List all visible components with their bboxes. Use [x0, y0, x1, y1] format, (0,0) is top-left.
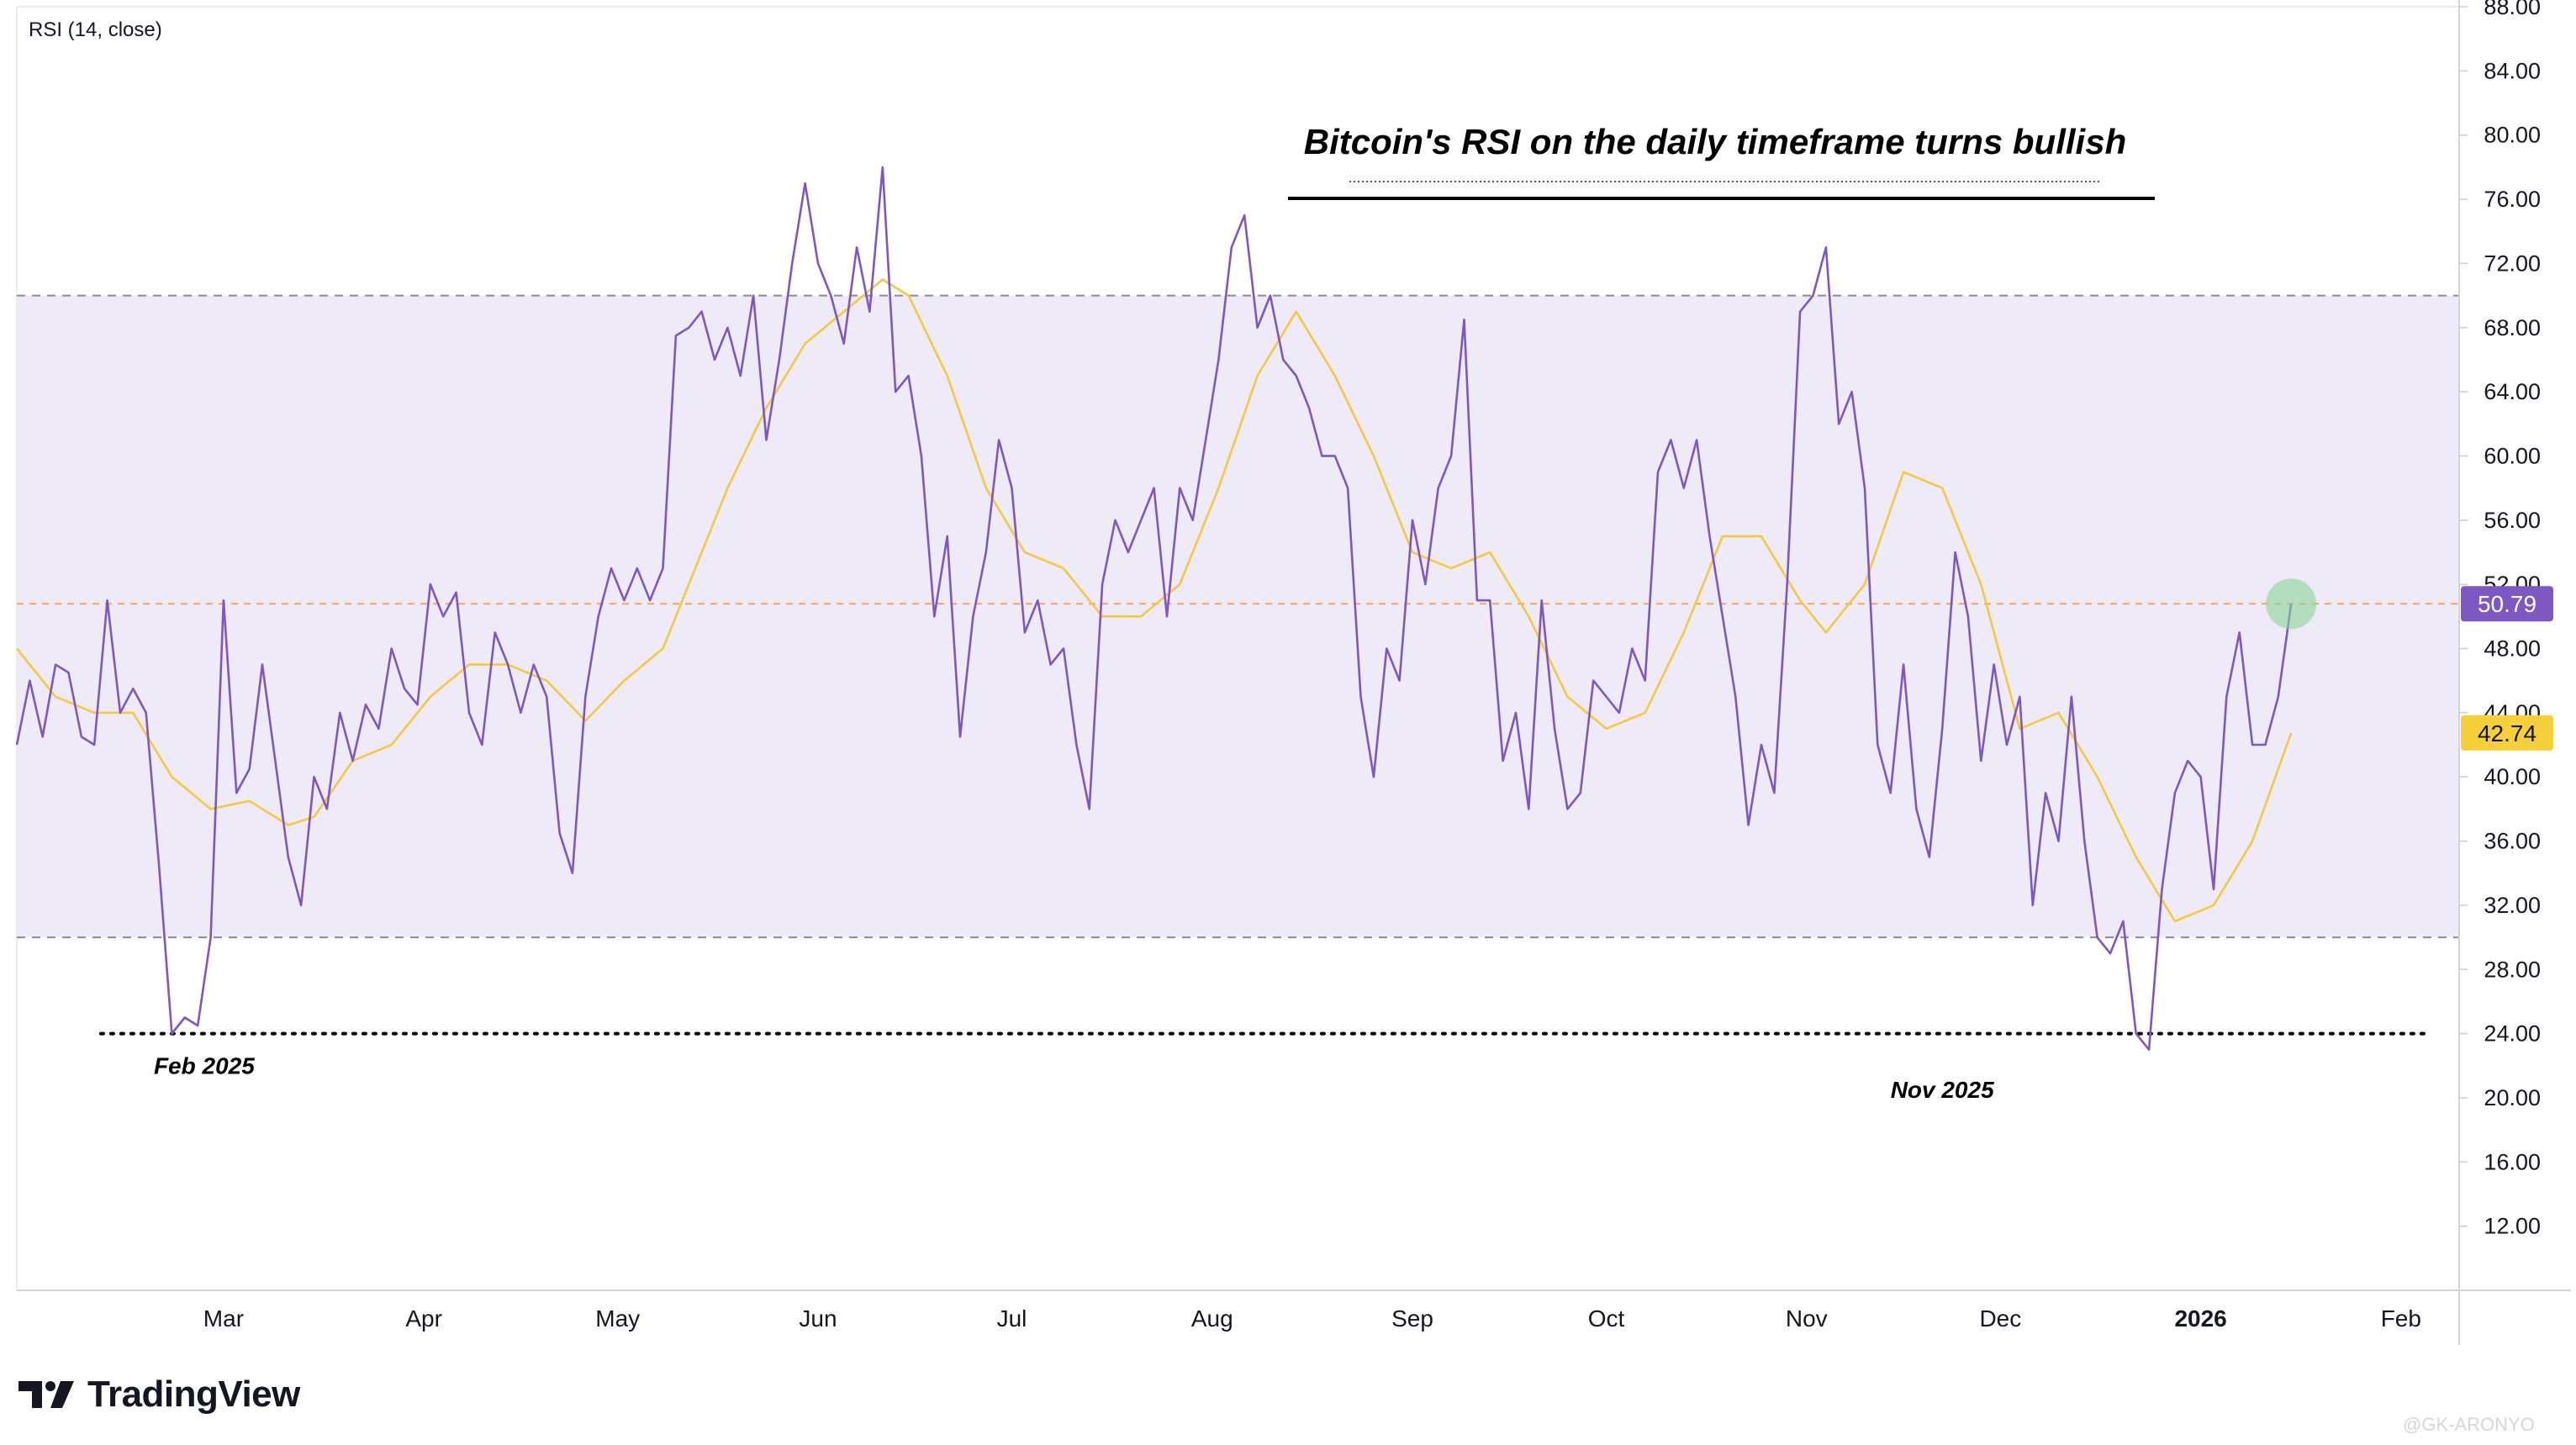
- brand-name: TradingView: [87, 1374, 300, 1415]
- x-tick-label: Sep: [1391, 1305, 1433, 1332]
- y-tick-label: 32.00: [2484, 893, 2541, 918]
- x-axis-ticks: Mar Apr May Jun Jul Aug Sep Oct Nov Dec 2026 Feb: [203, 1305, 2421, 1332]
- x-tick-label: Aug: [1191, 1305, 1233, 1332]
- value-badge: [2461, 715, 2553, 751]
- watermark: @GK-ARONYO: [2403, 1414, 2535, 1435]
- y-tick-label: 76.00: [2484, 187, 2541, 212]
- value-badge: [2461, 586, 2553, 622]
- y-tick-label: 72.00: [2484, 251, 2541, 276]
- y-tick-label: 68.00: [2484, 315, 2541, 340]
- value-badge-label: 50.79: [2478, 591, 2536, 617]
- y-tick-label: 28.00: [2484, 957, 2541, 982]
- y-tick-label: 84.00: [2484, 58, 2541, 83]
- annotation-label: Feb 2025: [154, 1052, 255, 1078]
- x-tick-label: 2026: [2174, 1305, 2226, 1332]
- y-tick-label: 56.00: [2484, 508, 2541, 533]
- tradingview-logo[interactable]: TradingView: [18, 1374, 300, 1416]
- x-tick-label: Apr: [405, 1305, 442, 1332]
- x-tick-label: Feb: [2381, 1305, 2421, 1332]
- chart-title-group: Bitcoin's RSI on the daily timeframe tur…: [1288, 122, 2155, 200]
- x-tick-label: Jul: [997, 1305, 1027, 1332]
- annotation-label: Nov 2025: [1891, 1077, 1994, 1103]
- y-tick-label: 16.00: [2484, 1149, 2541, 1174]
- y-tick-label: 40.00: [2484, 764, 2541, 789]
- y-tick-label: 20.00: [2484, 1085, 2541, 1110]
- rsi-line: [15, 166, 2293, 1051]
- x-tick-label: Nov: [1786, 1305, 1828, 1332]
- y-tick-label: 12.00: [2484, 1214, 2541, 1239]
- y-tick-label: 64.00: [2484, 379, 2541, 404]
- chart-title: Bitcoin's RSI on the daily timeframe tur…: [1304, 122, 2126, 161]
- x-tick-label: Dec: [1979, 1305, 2021, 1332]
- y-tick-label: 36.00: [2484, 829, 2541, 854]
- rsi-ma-line: [15, 278, 2293, 923]
- y-tick-label: 80.00: [2484, 123, 2541, 148]
- y-tick-label: 60.00: [2484, 443, 2541, 468]
- current-point-highlight: [2266, 578, 2317, 630]
- y-tick-label: 88.00: [2484, 0, 2541, 19]
- y-tick-label: 48.00: [2484, 636, 2541, 662]
- x-tick-label: Mar: [203, 1305, 244, 1332]
- indicator-label: RSI (14, close): [29, 18, 162, 41]
- y-tick-label: 24.00: [2484, 1021, 2541, 1047]
- value-badges: 50.79 42.74: [2461, 586, 2553, 751]
- rsi-band-fill: [17, 295, 2459, 938]
- annotations: Feb 2025 Nov 2025: [154, 1052, 1994, 1103]
- x-tick-label: Jun: [799, 1305, 837, 1332]
- x-tick-label: Oct: [1588, 1305, 1625, 1332]
- value-badge-label: 42.74: [2478, 720, 2536, 746]
- x-tick-label: May: [595, 1305, 640, 1332]
- tradingview-icon: [18, 1381, 74, 1408]
